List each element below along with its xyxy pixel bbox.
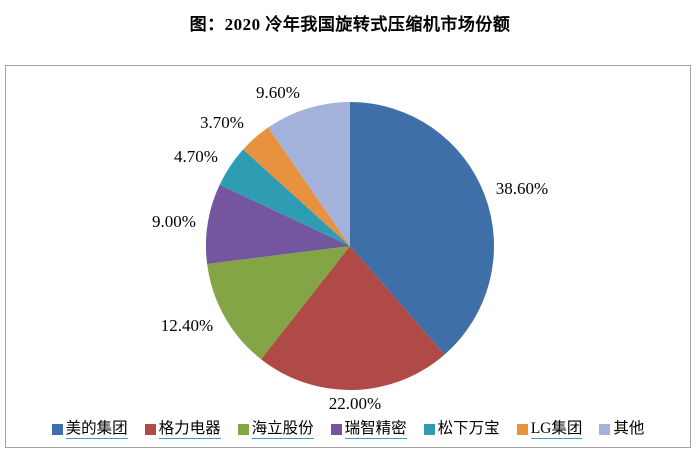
legend-label-rechi: 瑞智精密 [344,420,407,439]
legend-label-midea: 美的集团 [65,420,128,439]
legend-swatch-highly [237,423,249,435]
legend-label-highly: 海立股份 [251,420,314,439]
legend-label-lg: LG集团 [530,420,583,439]
legend-swatch-midea [51,423,63,435]
chart-title: 图：2020 冷年我国旋转式压缩机市场份额 [189,15,511,34]
legend-label-gree: 格力电器 [158,420,221,439]
legend: 美的集团 格力电器 海立股份 瑞智精密 松下万宝 LG集团 其他 [6,420,690,439]
legend-swatch-gree [144,423,156,435]
legend-item-panasonic-wanbao: 松下万宝 [423,420,500,438]
legend-item-midea: 美的集团 [51,420,128,439]
chart-panel: 美的集团 格力电器 海立股份 瑞智精密 松下万宝 LG集团 其他 [5,65,691,448]
legend-swatch-panasonic-wanbao [423,423,435,435]
legend-item-highly: 海立股份 [237,420,314,439]
legend-item-lg: LG集团 [516,420,583,439]
legend-swatch-lg [516,423,528,435]
legend-swatch-others [599,423,611,435]
legend-swatch-rechi [330,423,342,435]
legend-item-rechi: 瑞智精密 [330,420,407,439]
legend-label-others: 其他 [613,420,645,438]
legend-item-others: 其他 [599,420,644,438]
legend-label-panasonic-wanbao: 松下万宝 [437,420,500,438]
legend-item-gree: 格力电器 [144,420,221,439]
